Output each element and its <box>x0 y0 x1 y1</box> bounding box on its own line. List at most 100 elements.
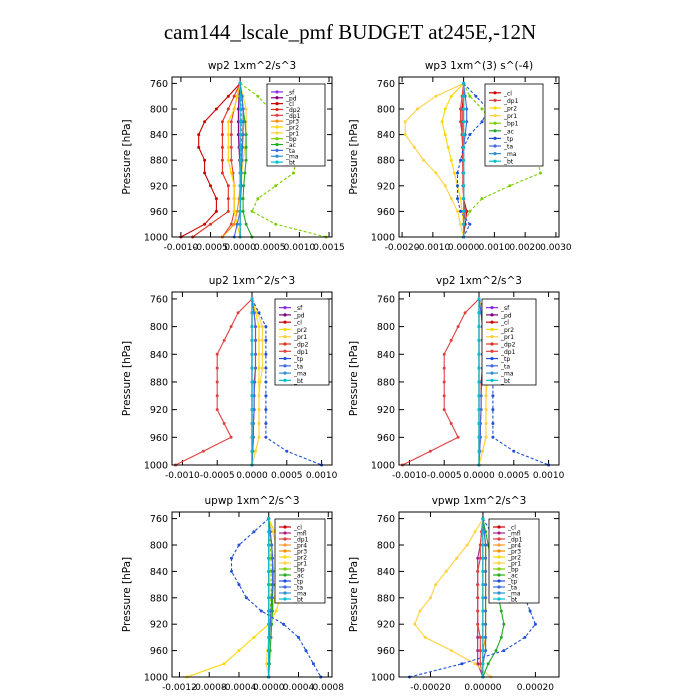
y-tick-label: 920 <box>150 405 168 416</box>
y-axis-label: Pressure [hPa] <box>348 119 360 194</box>
y-tick-label: 840 <box>150 350 168 361</box>
series-point-dp1 <box>456 435 460 439</box>
series-point-pr2 <box>443 133 447 137</box>
series-point-pr1 <box>416 107 419 111</box>
series-point-bt <box>477 394 481 398</box>
legend-label: _pr1 <box>503 113 517 120</box>
series-point-ta <box>269 609 273 613</box>
series-point-pr2 <box>226 158 230 162</box>
legend-label: _bt <box>503 159 514 166</box>
series-point-bt <box>481 649 485 653</box>
series-point-pr1 <box>413 622 417 626</box>
x-tick-label: 0.0015 <box>313 243 345 253</box>
legend-label: _dp1 <box>293 349 309 356</box>
legend-label: _pr1 <box>507 561 521 568</box>
legend-label: _bp <box>293 567 305 574</box>
series-point-dp1 <box>456 325 460 329</box>
series-point-ta <box>465 120 469 124</box>
legend-label: _bp <box>507 567 519 574</box>
legend: _cl_mfl_dp1_pr4_pr3_pr2_pr1_bp_ac_tp_ta_… <box>274 518 326 604</box>
plot-frame <box>171 511 333 678</box>
legend-label: _bt <box>507 597 518 604</box>
series-point-pr2 <box>237 649 241 653</box>
legend-marker <box>490 306 494 310</box>
y-tick-label: 920 <box>377 181 395 192</box>
legend-label: _pr2 <box>503 106 517 113</box>
series-point-ac <box>499 609 503 613</box>
legend-marker <box>490 320 494 324</box>
series-point-pr1 <box>258 380 262 384</box>
legend-label: _bp <box>285 136 297 143</box>
legend-label: _pr2 <box>500 327 514 334</box>
y-tick-label: 880 <box>377 156 395 167</box>
x-tick-label: -0.0008 <box>192 683 227 693</box>
series-point-dp1 <box>463 311 467 315</box>
series-point-bt <box>477 338 481 342</box>
series-point-bt <box>250 408 254 412</box>
series-point-pr2 <box>449 94 453 98</box>
legend-label: _pr2 <box>293 327 307 334</box>
legend-label: _pd <box>500 312 512 319</box>
series-point-ta <box>479 394 483 398</box>
series-point-dp1 <box>478 635 482 639</box>
series-point-tp <box>468 133 472 137</box>
series-point-dp2 <box>209 222 212 226</box>
legend-marker <box>493 152 497 156</box>
series-point-bt <box>238 94 242 98</box>
series-point-bt <box>238 81 242 85</box>
x-tick-label: 0.0030 <box>540 243 572 253</box>
legend-marker <box>283 549 287 553</box>
series-point-pr1 <box>422 158 426 162</box>
y-tick-label: 960 <box>377 433 395 444</box>
series-point-bt <box>462 81 466 85</box>
legend: _sf_pd_cl_pr2_pr1_dp2_dp1_tp_ta_ma_bt <box>481 298 537 386</box>
legend-label: _ma <box>293 591 307 598</box>
legend-marker <box>283 525 287 529</box>
legend-marker <box>283 561 287 565</box>
series-point-bt <box>481 530 485 534</box>
legend-label: _tp <box>503 136 513 143</box>
series-point-tp <box>285 449 289 453</box>
series-point-tp <box>264 435 268 439</box>
series-point-bt <box>462 197 466 201</box>
series-point-ta <box>271 569 274 573</box>
x-tick-label: -0.0010 <box>164 243 199 253</box>
series-point-tp <box>297 635 300 639</box>
legend-label: _dp1 <box>507 537 523 544</box>
legend-marker <box>283 591 287 595</box>
series-point-tp <box>264 352 268 356</box>
y-tick-label: 920 <box>377 620 395 631</box>
series-point-cl <box>203 222 207 226</box>
chart-title: vpwp 1xm^2/s^3 <box>432 495 527 507</box>
x-tick-label: 0.0005 <box>271 471 303 481</box>
legend-marker <box>497 531 501 535</box>
legend-label: _ta <box>293 585 303 592</box>
y-tick-label: 920 <box>150 620 168 631</box>
legend-marker <box>283 597 287 601</box>
legend-marker <box>497 591 501 595</box>
legend-marker <box>283 356 287 361</box>
legend-marker <box>497 573 501 577</box>
series-point-dp1 <box>442 408 446 412</box>
legend-marker <box>497 549 501 553</box>
legend-label: _ta <box>507 585 517 592</box>
legend-label: _pr4 <box>507 543 521 550</box>
series-point-tp <box>502 649 506 653</box>
legend-marker <box>283 313 287 317</box>
legend-marker <box>283 306 287 310</box>
y-tick-label: 920 <box>150 181 168 192</box>
legend-label: _ma <box>500 371 514 378</box>
x-tick-label: 0.0005 <box>498 471 530 481</box>
series-point-bt <box>267 556 271 560</box>
chart-title: vp2 1xm^2/s^3 <box>436 275 522 287</box>
x-tick-label: 0.0004 <box>283 683 315 693</box>
series-point-ta <box>254 366 257 370</box>
series-point-ac <box>242 184 246 188</box>
series-point-dp1 <box>442 352 446 356</box>
legend: _sf_pd_cl_dp2_dp1_pr3_pr2_pr1_bp_ac_ta_m… <box>266 83 326 167</box>
legend-marker <box>275 131 279 135</box>
legend-label: _pr2 <box>507 555 521 562</box>
y-tick-label: 960 <box>150 433 168 444</box>
series-point-tp <box>528 609 532 613</box>
legend-marker <box>490 356 494 361</box>
